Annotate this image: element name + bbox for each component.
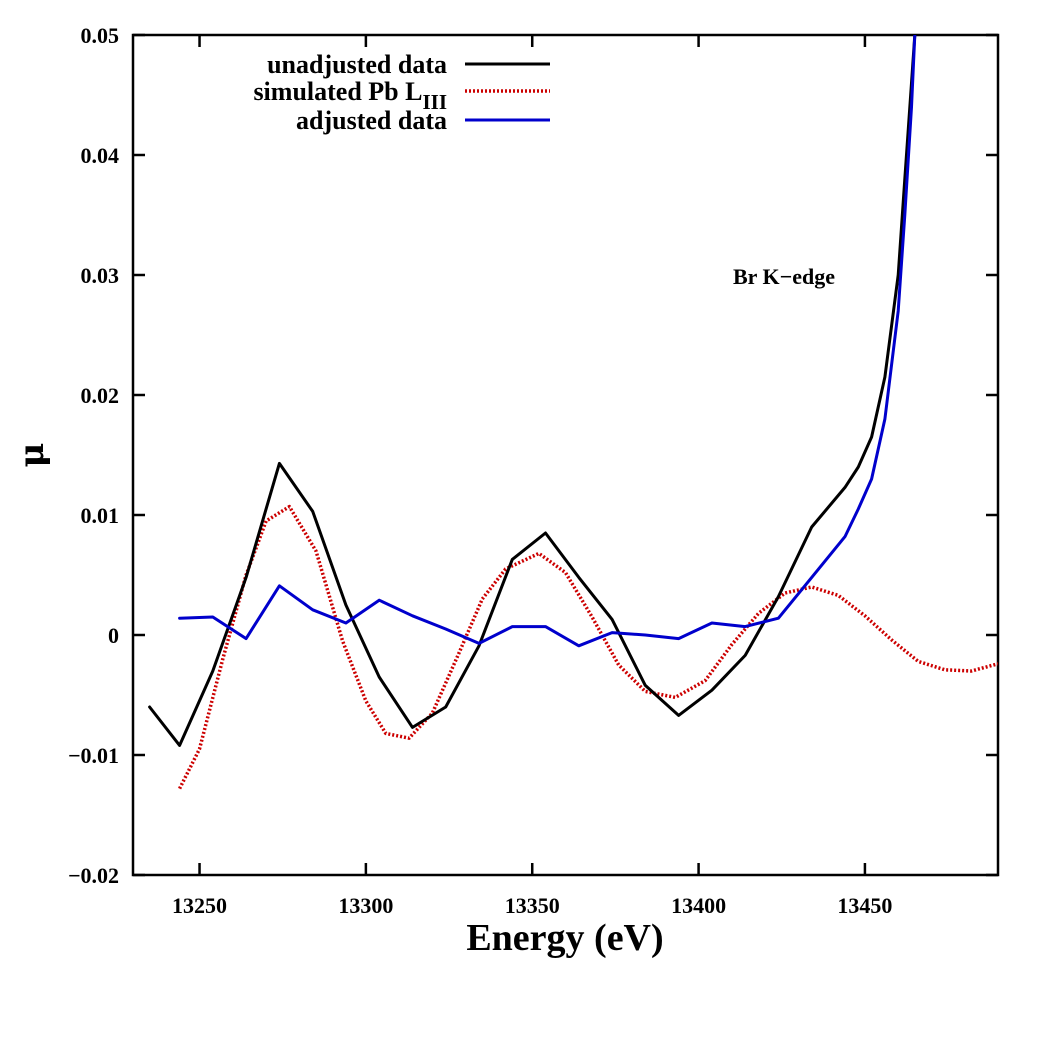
legend-label-2: adjusted data: [296, 106, 447, 135]
y-axis-title: μ: [12, 443, 52, 468]
series-layer: [148, 35, 998, 790]
legend-label-0: unadjusted data: [267, 50, 447, 79]
ticks: 13250 13300 13350 13400 13450 −0.02 −0.01 0 0.01…: [68, 23, 998, 918]
y-tick-label: 0: [108, 623, 119, 648]
x-tick-label: 13250: [172, 893, 227, 918]
legend-label-1: simulated Pb LIII: [253, 77, 447, 114]
series-line-1: [178, 504, 998, 790]
br-k-edge-annotation: Br K−edge: [733, 264, 835, 289]
x-tick-label: 13450: [837, 893, 892, 918]
y-tick-label: 0.01: [81, 503, 120, 528]
y-tick-label: 0.04: [81, 143, 120, 168]
y-tick-label: 0.02: [81, 383, 120, 408]
x-tick-label: 13350: [505, 893, 560, 918]
y-tick-label: −0.02: [68, 863, 119, 888]
y-tick-label: 0.03: [81, 263, 120, 288]
x-tick-label: 13400: [671, 893, 726, 918]
series-line-2: [178, 35, 917, 648]
plot-frame: [131, 33, 1000, 877]
y-tick-label: −0.01: [68, 743, 119, 768]
series-line-0: [148, 35, 917, 747]
y-tick-label: 0.05: [81, 23, 120, 48]
x-axis-title: Energy (eV): [466, 917, 663, 959]
x-tick-label: 13300: [338, 893, 393, 918]
